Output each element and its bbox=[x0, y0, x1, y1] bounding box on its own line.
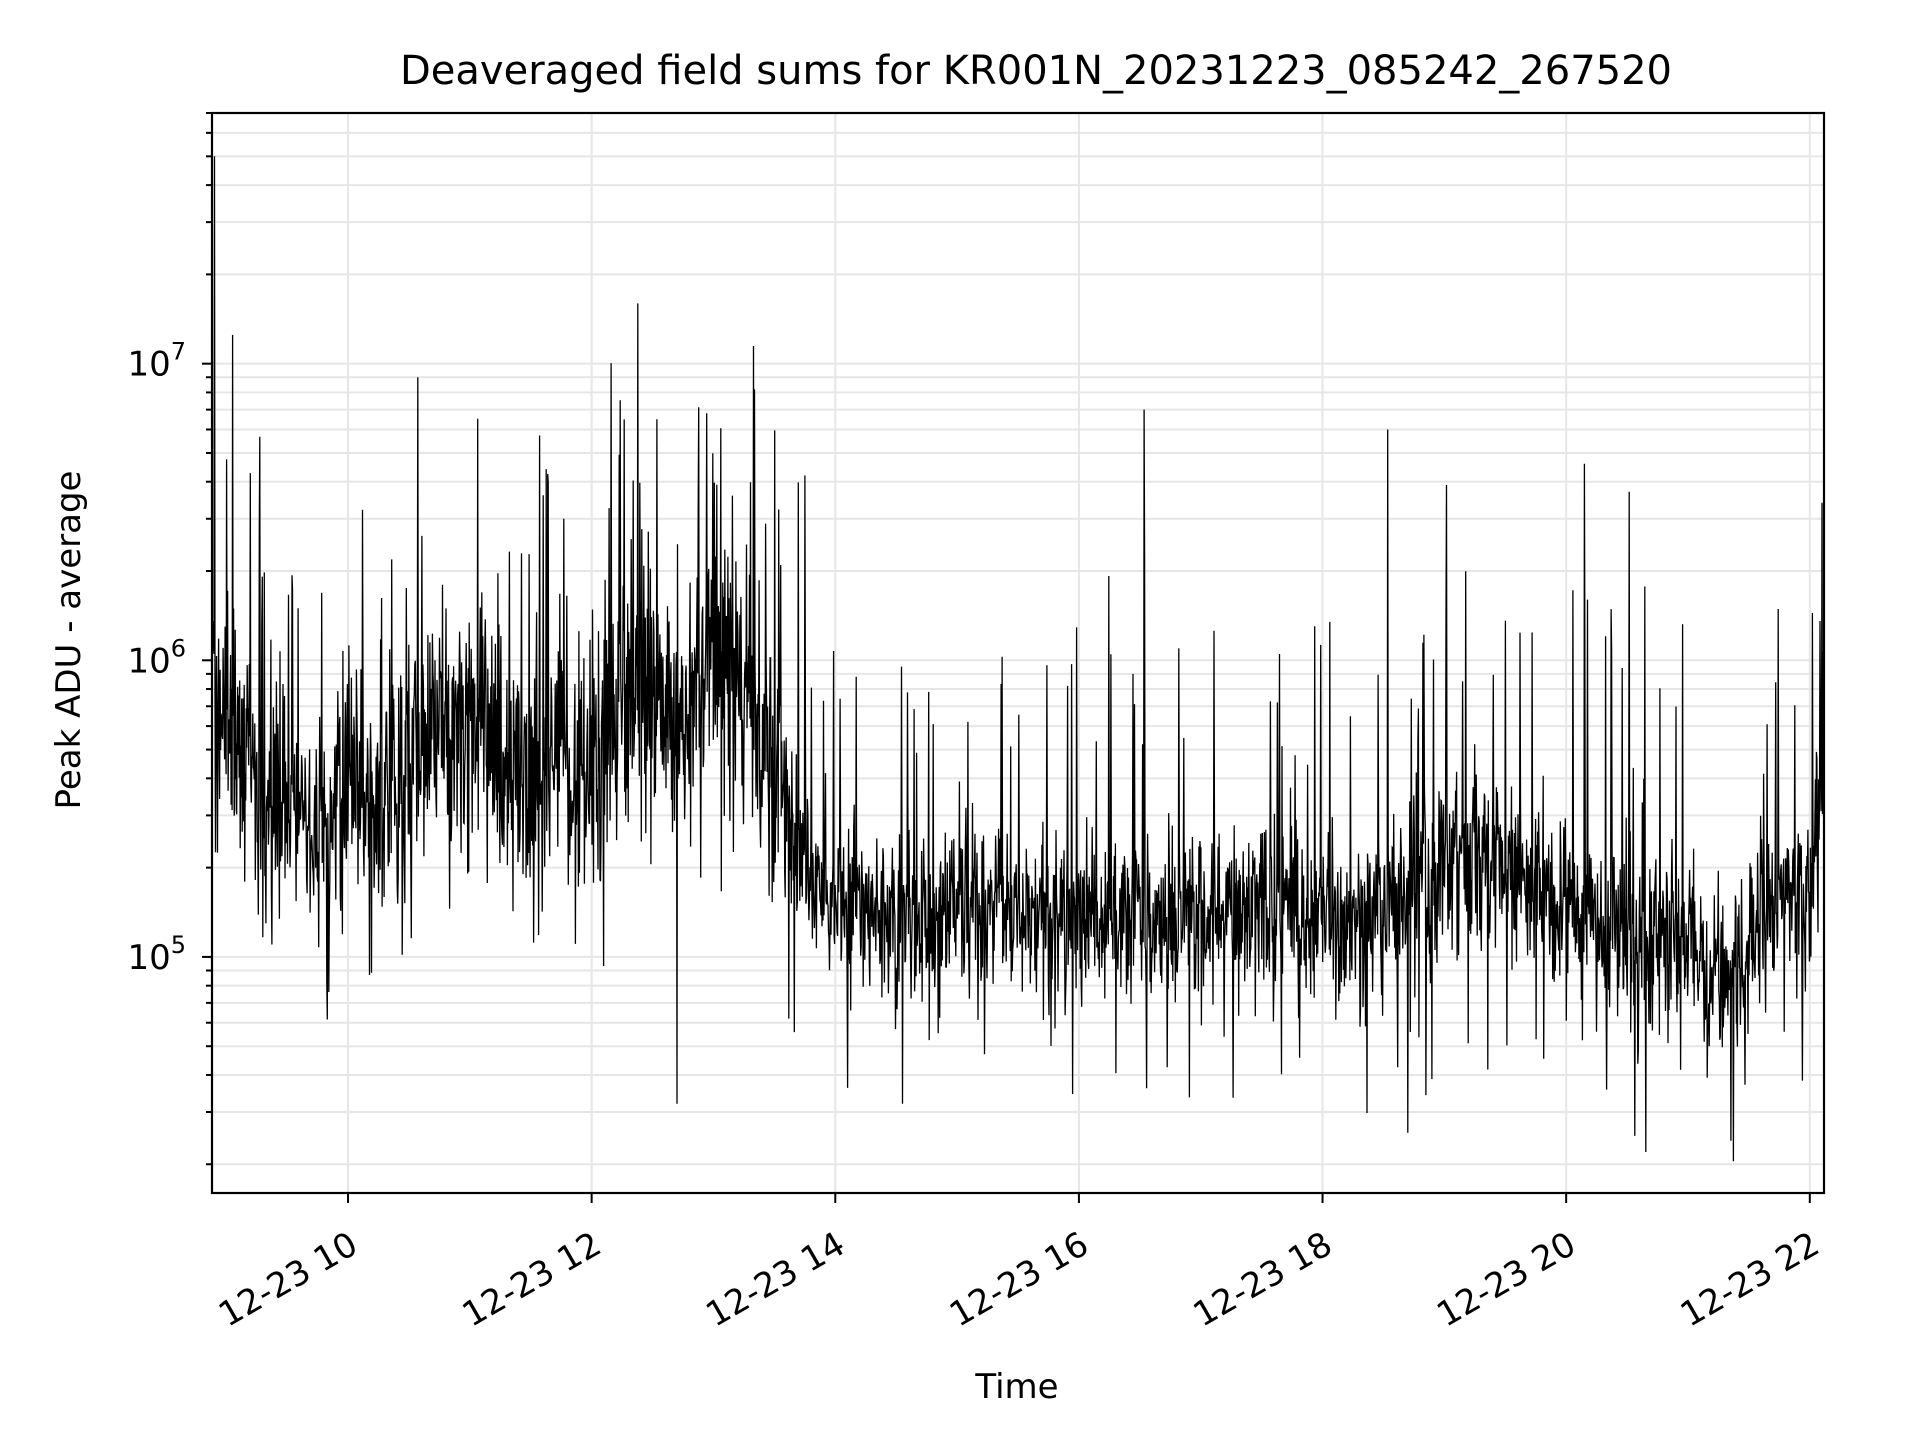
plot-area bbox=[212, 156, 1824, 1162]
y-axis-label: Peak ADU - average bbox=[49, 471, 89, 810]
series-line bbox=[212, 156, 1824, 1162]
chart-title: Deaveraged field sums for KR001N_2023122… bbox=[400, 48, 1672, 94]
x-axis-label: Time bbox=[974, 1367, 1058, 1407]
axes-frame bbox=[210, 111, 1826, 1195]
y-tick-label: 107 bbox=[127, 338, 186, 385]
y-tick-label: 105 bbox=[127, 931, 186, 978]
y-tick-label: 106 bbox=[127, 634, 186, 681]
